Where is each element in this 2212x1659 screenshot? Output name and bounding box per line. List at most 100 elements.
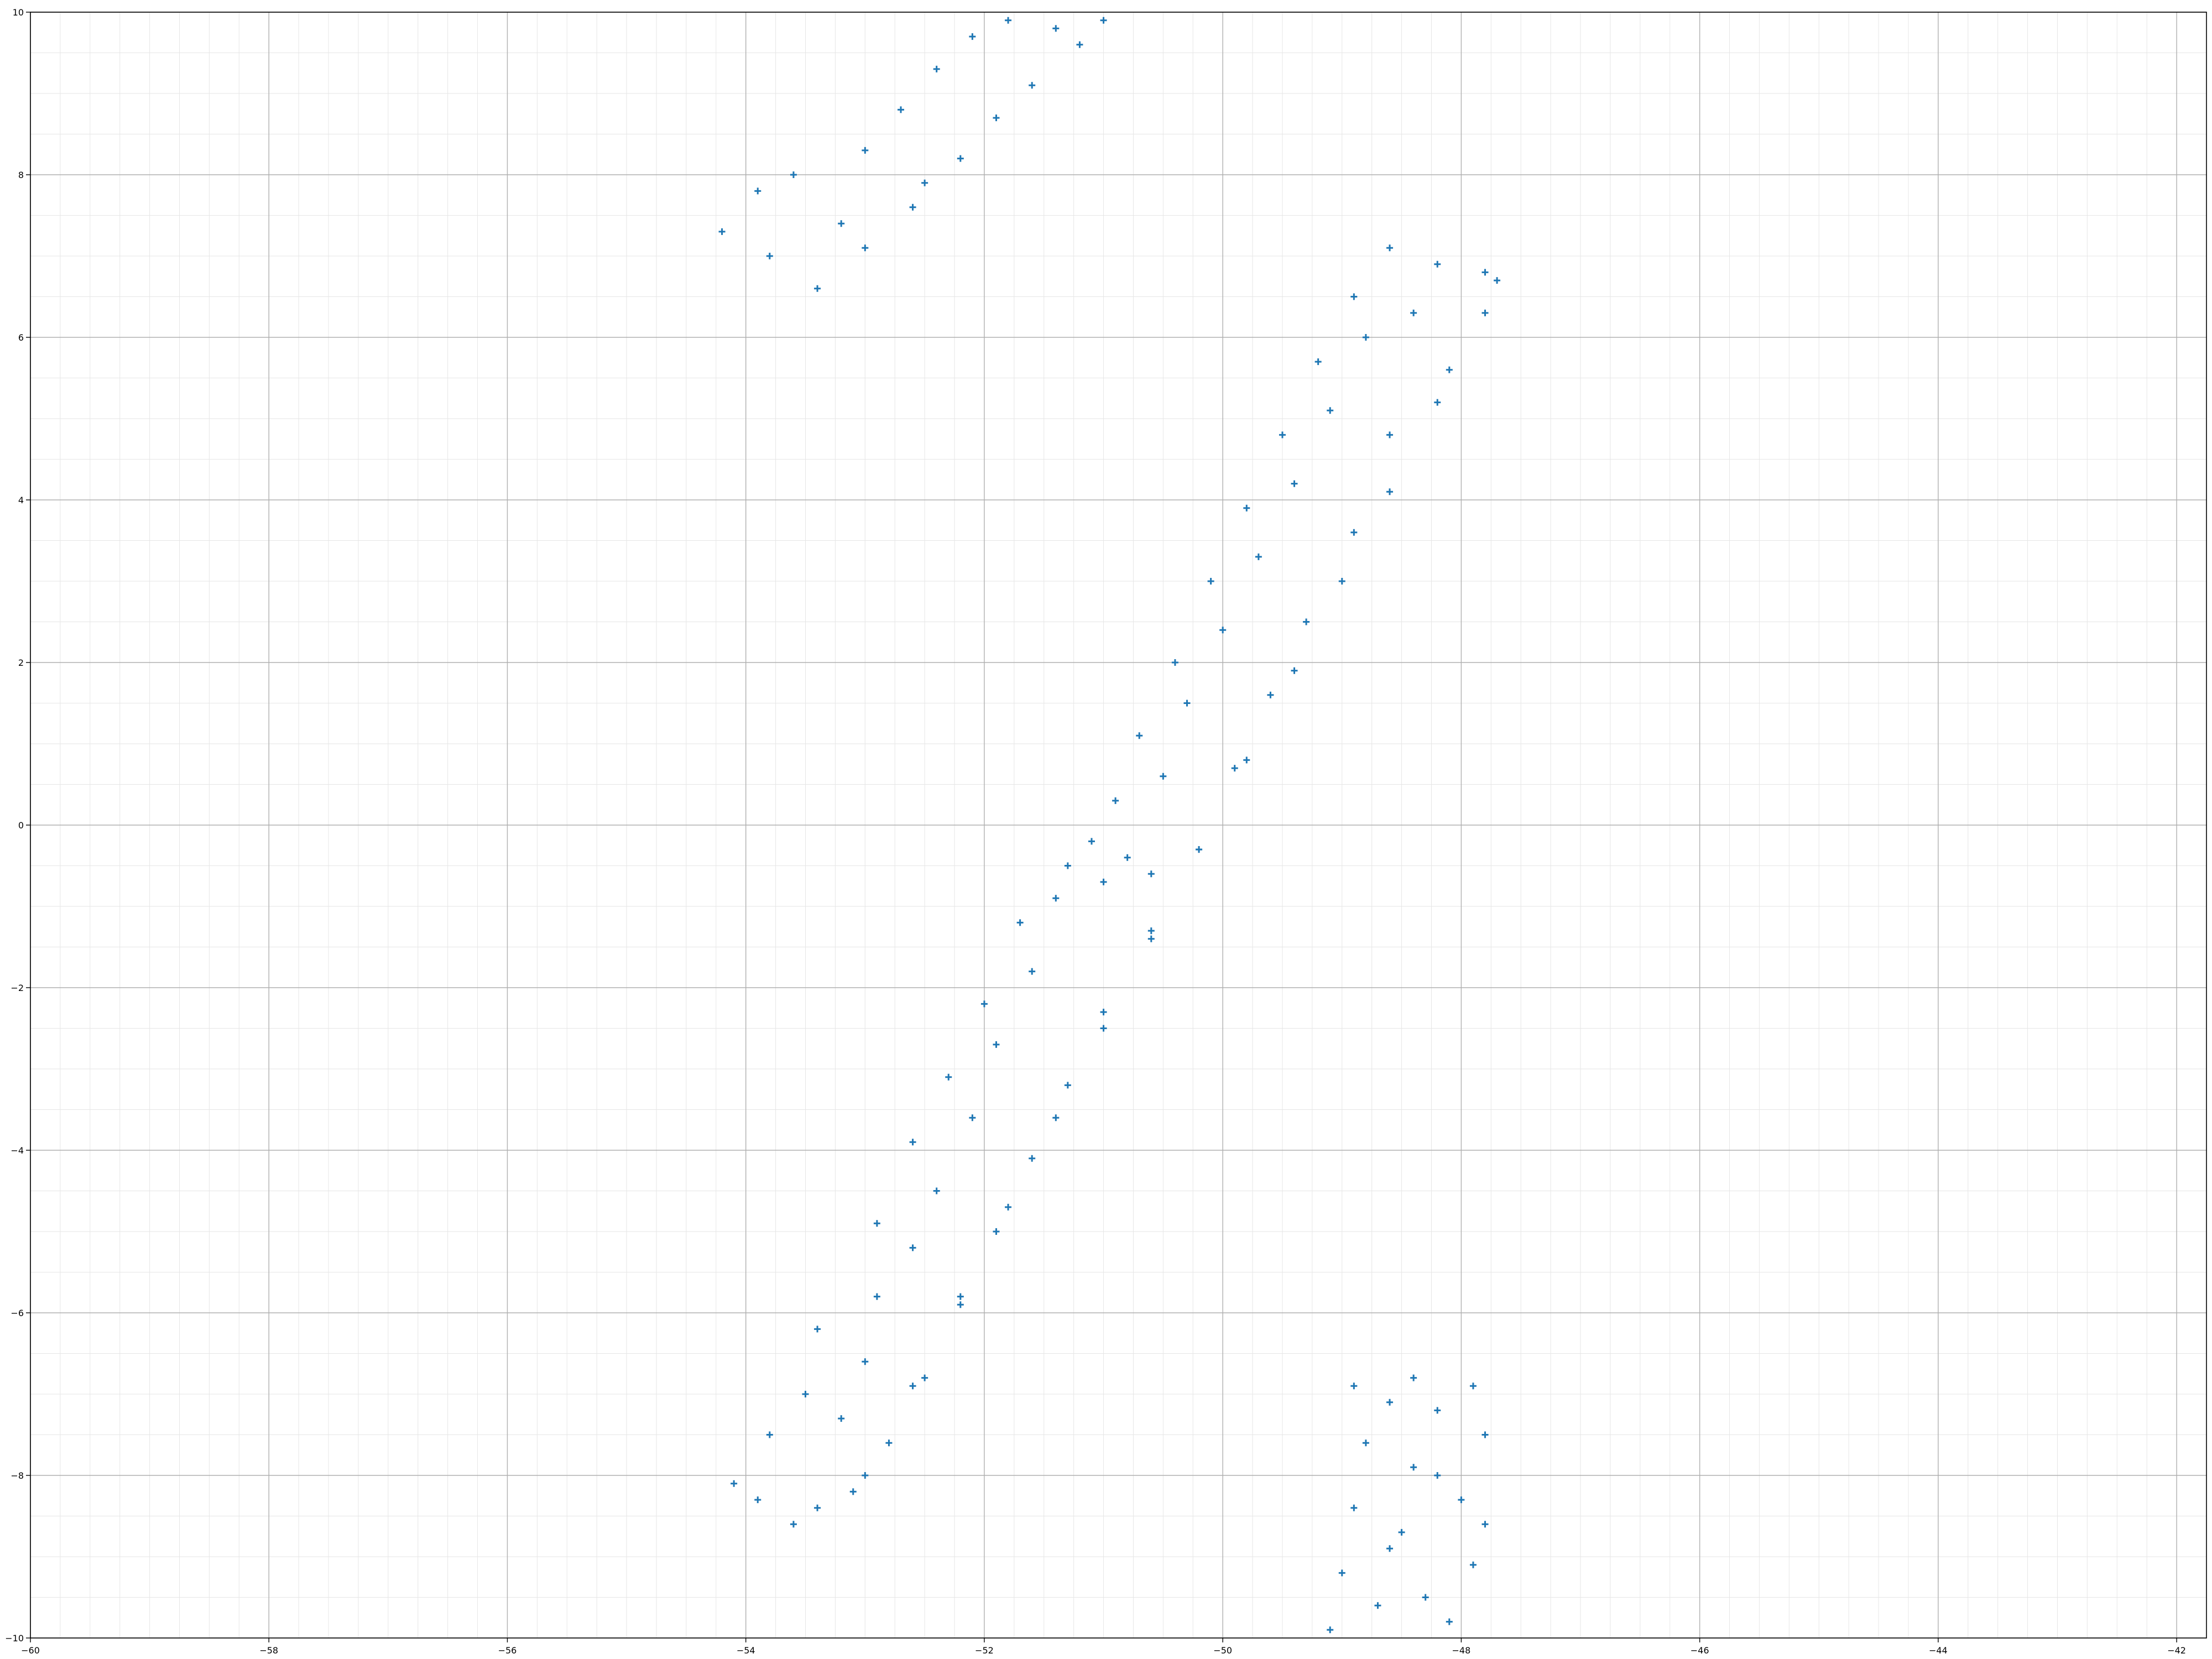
scatter-point xyxy=(1291,480,1298,487)
scatter-point xyxy=(1434,399,1441,406)
scatter-point xyxy=(909,204,916,211)
scatter-point xyxy=(1314,358,1322,366)
x-tick-label: −58 xyxy=(259,1645,278,1656)
scatter-point xyxy=(1005,17,1012,24)
scatter-point xyxy=(1219,627,1227,634)
scatter-point xyxy=(1446,1618,1453,1625)
scatter-point xyxy=(1029,1155,1036,1162)
y-tick-label: 6 xyxy=(18,332,24,343)
x-axis-tick-labels: −60 −58 −56 −54 −52 −50 −48 −46 −44 −42 xyxy=(21,1645,2186,1656)
y-tick-label: −2 xyxy=(11,983,24,993)
scatter-point xyxy=(1124,854,1131,861)
x-tick-label: −50 xyxy=(1213,1645,1232,1656)
y-tick-label: −8 xyxy=(11,1470,24,1481)
scatter-point xyxy=(993,114,1000,122)
scatter-point xyxy=(1386,244,1394,252)
scatter-point xyxy=(754,187,761,195)
scatter-point xyxy=(1458,1496,1465,1504)
scatter-point xyxy=(814,1326,821,1333)
x-tick-label: −54 xyxy=(737,1645,755,1656)
scatter-point xyxy=(921,1374,928,1381)
y-tick-label: −4 xyxy=(11,1145,24,1156)
y-tick-label: 2 xyxy=(18,658,24,668)
scatter-point xyxy=(1100,1009,1107,1016)
scatter-point xyxy=(933,1187,940,1194)
scatter-point xyxy=(754,1496,761,1504)
scatter-point xyxy=(1410,1464,1417,1471)
scatter-point xyxy=(1255,553,1262,560)
scatter-point xyxy=(1422,1594,1429,1601)
scatter-point xyxy=(1100,17,1107,24)
y-tick-label: 0 xyxy=(18,820,24,831)
scatter-point xyxy=(1410,309,1417,316)
scatter-point xyxy=(849,1488,857,1495)
scatter-point xyxy=(1147,870,1155,878)
scatter-point xyxy=(909,1383,916,1390)
scatter-point xyxy=(885,1439,893,1447)
scatter-point xyxy=(1362,1439,1369,1447)
y-tick-label: 10 xyxy=(13,7,24,18)
scatter-point xyxy=(1374,1602,1381,1609)
scatter-point xyxy=(1267,691,1274,698)
scatter-point xyxy=(1183,700,1191,707)
scatter-point xyxy=(1481,269,1489,276)
scatter-point xyxy=(1136,732,1143,739)
scatter-point xyxy=(1481,1431,1489,1438)
scatter-point xyxy=(766,253,773,259)
scatter-point xyxy=(980,1000,988,1008)
x-tick-label: −60 xyxy=(21,1645,40,1656)
y-axis-tick-labels: −10 −8 −6 −4 −2 0 2 4 6 8 10 xyxy=(5,7,24,1644)
scatter-point xyxy=(1088,838,1095,845)
x-tick-label: −46 xyxy=(1691,1645,1709,1656)
y-tick-label: 4 xyxy=(18,495,24,505)
scatter-point xyxy=(1207,578,1214,585)
scatter-point xyxy=(1434,260,1441,268)
scatter-point xyxy=(909,1244,916,1251)
scatter-point xyxy=(1410,1374,1417,1381)
scatter-point xyxy=(1291,667,1298,674)
scatter-point xyxy=(1350,293,1358,300)
scatter-point xyxy=(802,1391,809,1397)
scatter-point xyxy=(1052,1114,1060,1121)
scatter-point xyxy=(1469,1383,1477,1390)
scatter-point xyxy=(957,1293,964,1300)
scatter-point xyxy=(862,244,869,252)
major-grid xyxy=(30,12,2206,1639)
scatter-point xyxy=(1362,334,1369,341)
scatter-point xyxy=(1016,919,1024,926)
scatter-point xyxy=(1434,1407,1441,1414)
scatter-point xyxy=(1005,1203,1012,1211)
scatter-point xyxy=(957,1301,964,1308)
scatter-point xyxy=(1481,1521,1489,1528)
scatter-point xyxy=(969,33,976,40)
scatter-point xyxy=(993,1041,1000,1048)
scatter-point xyxy=(1171,659,1178,666)
scatter-point xyxy=(1279,431,1286,439)
x-tick-label: −42 xyxy=(2167,1645,2186,1656)
x-tick-label: −44 xyxy=(1929,1645,1948,1656)
scatter-point xyxy=(1076,41,1083,48)
x-tick-label: −48 xyxy=(1452,1645,1471,1656)
scatter-point xyxy=(957,155,964,162)
x-tick-label: −52 xyxy=(975,1645,994,1656)
scatter-point xyxy=(814,285,821,292)
scatter-point xyxy=(1327,1626,1334,1634)
scatter-point xyxy=(1386,488,1394,495)
scatter-point xyxy=(969,1114,976,1121)
scatter-point xyxy=(862,1358,869,1365)
scatter-point xyxy=(1398,1528,1405,1536)
scatter-point xyxy=(993,1228,1000,1235)
scatter-point xyxy=(1494,277,1501,284)
scatter-point xyxy=(1064,862,1071,869)
scatter-point xyxy=(766,1431,773,1438)
scatter-point xyxy=(718,228,726,235)
scatter-point xyxy=(1469,1561,1477,1568)
scatter-point xyxy=(1052,895,1060,902)
y-tick-label: 8 xyxy=(18,170,24,180)
x-tick-label: −56 xyxy=(498,1645,517,1656)
scatter-point xyxy=(898,106,904,113)
scatter-point xyxy=(1338,578,1345,585)
scatter-point xyxy=(1147,927,1155,935)
